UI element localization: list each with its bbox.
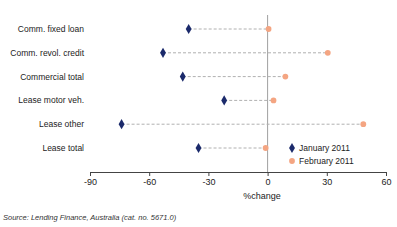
category-label: Lease total [42,143,84,153]
legend: January 2011 February 2011 [289,143,354,166]
dot [221,95,227,105]
x-tick-label: -90 [84,177,97,187]
connector [163,52,328,53]
legend-marker [289,158,295,164]
dot [282,74,288,80]
x-axis-line [91,173,387,177]
chart: -90-60-3003060%changeComm. fixed loanCom… [0,0,397,227]
dot [271,98,277,104]
x-tick-label: 0 [266,177,271,187]
x-tick-label: -30 [202,177,215,187]
connector [199,148,266,149]
legend-label: February 2011 [299,156,354,166]
connector [183,76,286,77]
series [119,24,227,153]
connector [189,29,269,30]
x-tick-mark [327,172,328,176]
dot [325,50,331,56]
x-tick-mark [149,172,150,176]
x-axis: -90 -60 -30 0 30 60 [84,172,392,187]
x-tick: -90 [84,172,97,187]
legend-label: January 2011 [299,143,350,153]
dot [360,121,366,127]
x-tick: -60 [143,172,156,187]
dot [196,143,202,153]
source-note: Source: Lending Finance, Australia (cat.… [3,213,177,222]
marks [119,24,367,153]
x-tick: 0 [266,172,271,187]
x-tick-mark [386,172,387,176]
category-label: Comm. fixed loan [18,24,84,34]
x-tick-mark [90,172,91,176]
category-label: Lease other [39,119,84,129]
dot [180,72,186,82]
dot [160,48,166,58]
dot [266,26,272,32]
legend-marker [289,143,295,153]
x-tick-label: 30 [322,177,332,187]
connector [224,100,273,101]
connector [122,124,364,125]
x-tick-mark [268,172,269,176]
category-label: Lease motor veh. [18,95,84,105]
category-labels: Comm. fixed loan Comm. revol. credit Comme… [10,24,84,153]
category-label: Commercial total [20,72,84,82]
x-tick-label: 60 [381,177,391,187]
dot [263,145,269,151]
x-axis-title: %change [243,191,281,201]
dot [119,119,125,129]
dot [186,24,192,34]
series [263,26,366,151]
x-tick: -30 [202,172,215,187]
category-label: Comm. revol. credit [10,48,84,58]
x-tick-mark [208,172,209,176]
x-tick: 60 [381,172,391,187]
x-tick: 30 [322,172,332,187]
x-tick-label: -60 [143,177,156,187]
